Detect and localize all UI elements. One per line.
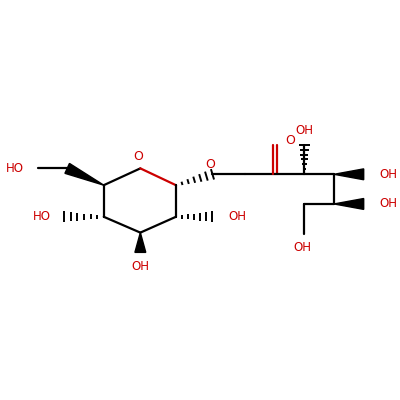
Polygon shape	[135, 233, 146, 252]
Text: OH: OH	[380, 198, 398, 210]
Text: OH: OH	[228, 210, 246, 223]
Text: HO: HO	[32, 210, 50, 223]
Text: O: O	[134, 150, 143, 163]
Text: O: O	[286, 134, 296, 147]
Text: HO: HO	[6, 162, 24, 175]
Text: OH: OH	[131, 260, 149, 273]
Text: OH: OH	[294, 241, 312, 254]
Polygon shape	[334, 169, 364, 180]
Polygon shape	[65, 164, 104, 185]
Text: OH: OH	[380, 168, 398, 181]
Text: O: O	[206, 158, 216, 171]
Polygon shape	[334, 198, 364, 209]
Text: OH: OH	[295, 124, 313, 137]
